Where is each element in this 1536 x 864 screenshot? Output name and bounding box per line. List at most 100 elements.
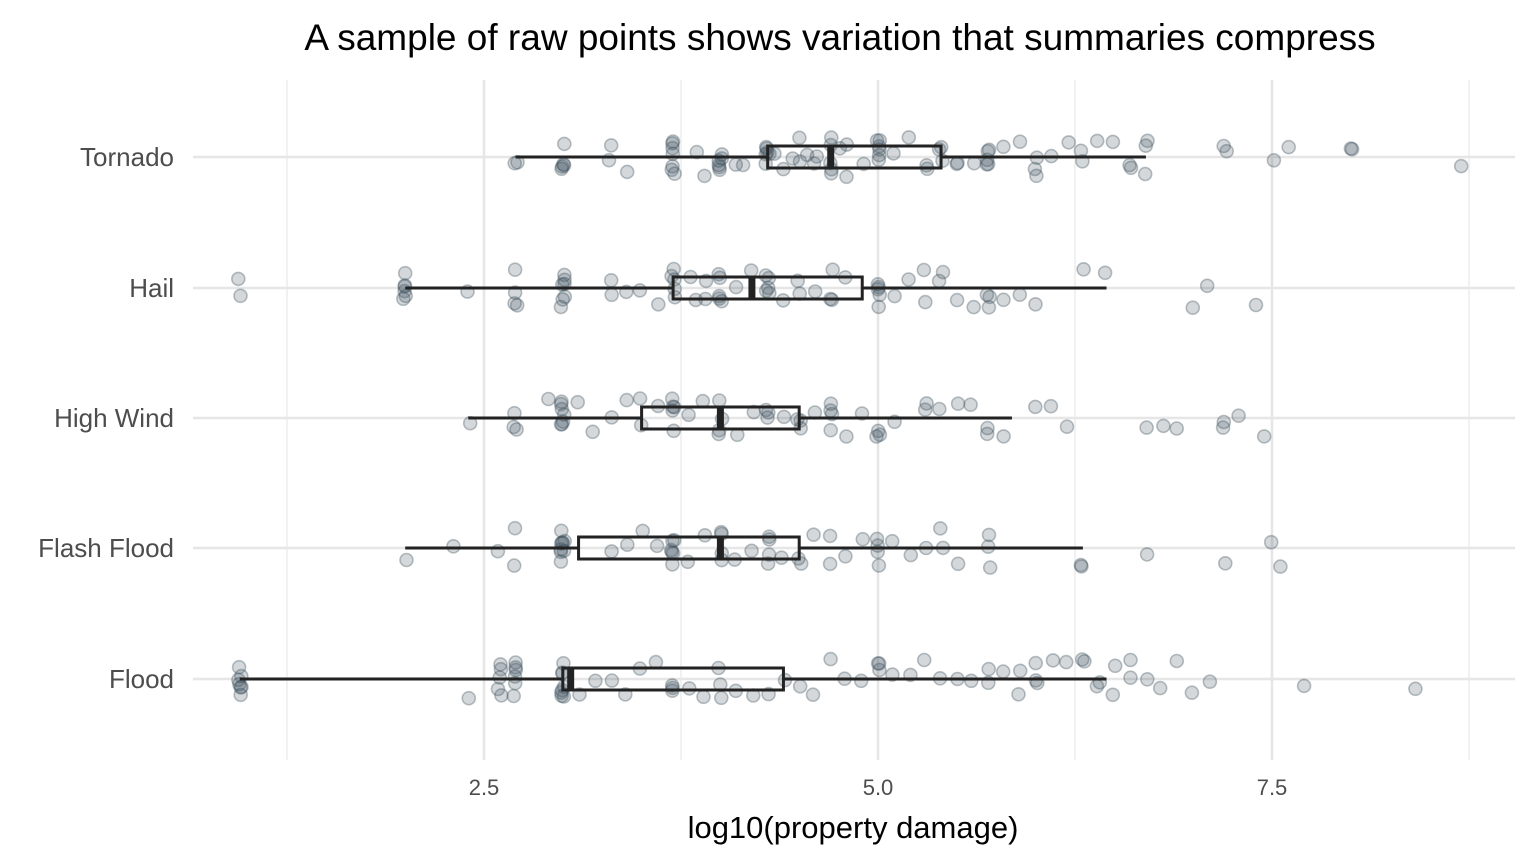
data-point <box>1011 686 1026 702</box>
data-point <box>1123 160 1139 176</box>
data-point <box>744 543 759 559</box>
data-point <box>397 265 413 281</box>
data-point <box>681 407 696 423</box>
data-point <box>1107 658 1123 674</box>
data-point <box>1073 557 1089 573</box>
data-point <box>995 664 1011 679</box>
data-point <box>711 393 727 408</box>
data-point <box>855 531 871 547</box>
data-point <box>1281 139 1296 155</box>
data-point <box>871 147 887 163</box>
data-point <box>982 289 998 305</box>
data-point <box>931 401 947 417</box>
category-label: High Wind <box>54 403 174 433</box>
data-point <box>917 402 933 418</box>
data-point <box>506 688 522 704</box>
data-point <box>1089 133 1105 149</box>
data-point <box>916 262 932 278</box>
data-point <box>604 673 620 688</box>
data-point <box>917 294 933 310</box>
data-point <box>493 661 509 677</box>
x-tick-label: 5.0 <box>863 775 894 800</box>
data-point <box>1216 138 1231 154</box>
data-point <box>650 297 666 312</box>
data-point <box>557 533 573 549</box>
data-point <box>1199 278 1215 294</box>
data-point <box>887 288 902 304</box>
data-point <box>823 422 839 438</box>
data-point <box>1122 157 1137 173</box>
data-point <box>663 542 679 558</box>
data-point <box>1202 674 1218 690</box>
data-point <box>1012 134 1028 149</box>
data-point <box>1215 420 1231 435</box>
data-point <box>1058 654 1074 670</box>
data-point <box>799 147 815 163</box>
data-point <box>1123 652 1138 668</box>
category-label: Flood <box>109 664 174 694</box>
data-point <box>553 554 569 569</box>
data-point <box>966 299 982 315</box>
data-point <box>557 272 572 288</box>
category-label: Hail <box>129 273 174 303</box>
data-point <box>508 660 523 675</box>
data-point <box>506 558 522 573</box>
data-point <box>735 157 751 173</box>
data-point <box>689 144 705 160</box>
data-point <box>507 262 523 278</box>
data-point <box>619 164 635 180</box>
data-point <box>680 554 696 570</box>
data-point <box>696 689 711 705</box>
category-label: Flash Flood <box>38 533 174 563</box>
data-point <box>949 156 965 172</box>
grid <box>193 80 1515 760</box>
data-point <box>950 396 966 412</box>
data-point <box>1169 653 1185 669</box>
data-point <box>1028 296 1043 312</box>
data-point <box>838 548 853 564</box>
data-point <box>966 155 982 171</box>
data-point <box>1012 287 1028 303</box>
data-point <box>1231 408 1246 424</box>
data-point <box>805 687 821 703</box>
data-point <box>557 289 573 305</box>
data-point <box>507 405 522 421</box>
data-point <box>903 547 919 563</box>
data-point <box>871 558 887 573</box>
data-point <box>916 652 932 668</box>
data-point <box>758 283 774 299</box>
data-point <box>822 528 838 544</box>
data-point <box>872 427 888 443</box>
data-point <box>554 159 570 174</box>
data-point <box>1344 141 1360 157</box>
data-point <box>1074 559 1089 574</box>
data-point <box>508 662 524 678</box>
data-point <box>713 690 729 706</box>
data-point <box>981 661 997 677</box>
data-point <box>697 527 713 543</box>
data-point <box>507 296 522 311</box>
data-point <box>872 662 887 678</box>
data-point <box>776 409 792 425</box>
data-point <box>553 396 569 412</box>
data-point <box>870 423 886 439</box>
data-point <box>1027 161 1043 177</box>
x-tick-labels: 2.5 5.0 7.5 <box>469 775 1288 800</box>
data-point <box>869 429 884 444</box>
data-point <box>494 688 509 703</box>
data-point <box>585 424 601 440</box>
data-point <box>1105 134 1121 150</box>
data-point <box>553 523 569 539</box>
x-axis-title: log10(property damage) <box>688 810 1019 845</box>
data-point <box>508 655 523 670</box>
box <box>671 275 864 301</box>
data-point <box>1156 418 1171 434</box>
data-point <box>743 263 759 278</box>
data-point <box>665 134 681 149</box>
data-point <box>1139 547 1155 562</box>
category-label: Tornado <box>80 142 174 172</box>
data-point <box>397 278 413 293</box>
data-point <box>1077 653 1092 669</box>
data-point <box>665 136 680 151</box>
